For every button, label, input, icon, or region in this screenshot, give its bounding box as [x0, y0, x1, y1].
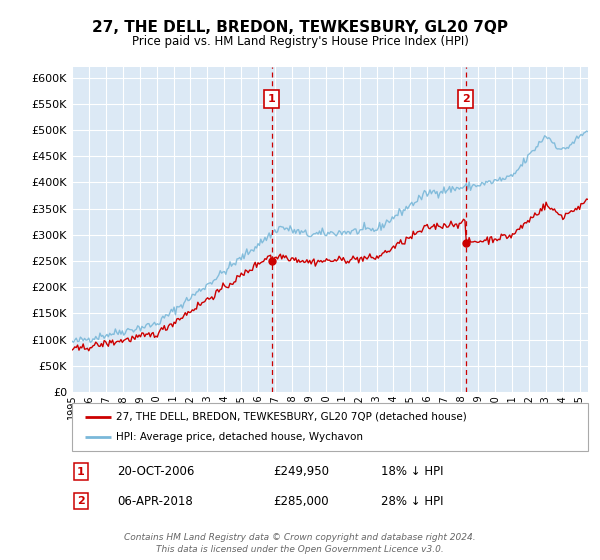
Point: [461, 238, 470, 247]
Text: 1: 1: [268, 94, 275, 104]
Text: 1: 1: [77, 466, 85, 477]
Text: £249,950: £249,950: [273, 465, 329, 478]
Text: HPI: Average price, detached house, Wychavon: HPI: Average price, detached house, Wych…: [116, 432, 363, 442]
FancyBboxPatch shape: [72, 403, 588, 451]
Text: 27, THE DELL, BREDON, TEWKESBURY, GL20 7QP (detached house): 27, THE DELL, BREDON, TEWKESBURY, GL20 7…: [116, 412, 467, 422]
Text: 2: 2: [77, 496, 85, 506]
Text: 27, THE DELL, BREDON, TEWKESBURY, GL20 7QP: 27, THE DELL, BREDON, TEWKESBURY, GL20 7…: [92, 20, 508, 35]
Point: [267, 256, 277, 265]
Text: 06-APR-2018: 06-APR-2018: [117, 494, 193, 508]
Text: Contains HM Land Registry data © Crown copyright and database right 2024.
This d: Contains HM Land Registry data © Crown c…: [124, 533, 476, 554]
Text: 20-OCT-2006: 20-OCT-2006: [117, 465, 194, 478]
Text: £285,000: £285,000: [273, 494, 329, 508]
Text: 2: 2: [462, 94, 470, 104]
Text: Price paid vs. HM Land Registry's House Price Index (HPI): Price paid vs. HM Land Registry's House …: [131, 35, 469, 48]
Text: 28% ↓ HPI: 28% ↓ HPI: [381, 494, 443, 508]
Text: 18% ↓ HPI: 18% ↓ HPI: [381, 465, 443, 478]
